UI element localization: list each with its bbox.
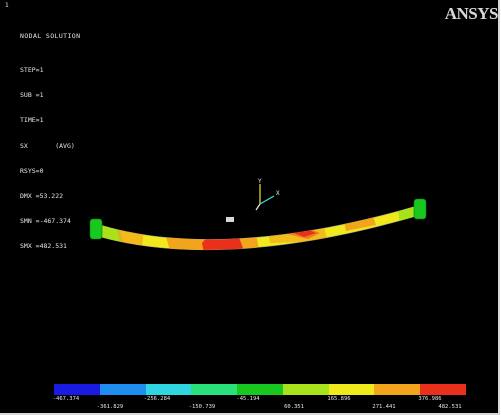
info-line-time: TIME=1 bbox=[20, 116, 44, 125]
info-line-smx: SMX =482.531 bbox=[20, 242, 67, 251]
info-line-sub: SUB =1 bbox=[20, 91, 44, 100]
info-line-component: SX (AVG) bbox=[20, 141, 75, 150]
legend-swatch bbox=[420, 384, 467, 395]
beam-contour-model[interactable] bbox=[84, 185, 434, 255]
right-support bbox=[413, 198, 427, 220]
legend-swatch bbox=[237, 384, 283, 395]
info-line-step: STEP=1 bbox=[20, 66, 44, 75]
info-line-dmx: DMX =53.222 bbox=[20, 192, 64, 201]
legend-swatch bbox=[54, 384, 100, 395]
legend-color-bar bbox=[54, 384, 467, 395]
contour-legend: -467.374 -256.284 -45.194 165.896 376.98… bbox=[52, 384, 467, 412]
triad-x-label: X bbox=[276, 190, 280, 197]
legend-swatch bbox=[282, 384, 329, 395]
triad-y-label: Y bbox=[258, 178, 262, 185]
legend-label-lower: -361.829 bbox=[96, 404, 124, 410]
ansys-logo: ANSYS bbox=[444, 4, 498, 23]
load-point-marker bbox=[226, 217, 234, 222]
legend-label-upper: -256.284 bbox=[143, 396, 171, 402]
legend-label-upper: -467.374 bbox=[52, 396, 80, 402]
legend-label-lower: -150.739 bbox=[188, 404, 216, 410]
legend-swatch bbox=[374, 384, 421, 395]
legend-swatch bbox=[145, 384, 192, 395]
legend-swatch bbox=[328, 384, 375, 395]
info-line-smn: SMN =-467.374 bbox=[20, 217, 71, 226]
legend-label-upper: -45.194 bbox=[236, 396, 260, 402]
legend-label-lower: 482.531 bbox=[438, 404, 462, 410]
legend-swatch bbox=[99, 384, 146, 395]
info-line-rsys: RSYS=0 bbox=[20, 166, 44, 175]
legend-label-lower: 271.441 bbox=[372, 404, 396, 410]
coordinate-triad-icon: Y X bbox=[255, 178, 280, 211]
legend-swatch bbox=[191, 384, 238, 395]
legend-label-upper: 376.986 bbox=[418, 396, 442, 402]
contour-region-orange-3 bbox=[266, 221, 328, 243]
legend-label-upper: 165.896 bbox=[327, 396, 351, 402]
window-number: 1 bbox=[5, 2, 9, 9]
solution-title: NODAL SOLUTION bbox=[20, 31, 81, 40]
legend-label-lower: 60.351 bbox=[284, 404, 304, 410]
left-support bbox=[89, 218, 103, 240]
solution-info-block: NODAL SOLUTION STEP=1 SUB =1 TIME=1 SX (… bbox=[20, 15, 80, 268]
contour-region-red-1 bbox=[202, 229, 244, 250]
